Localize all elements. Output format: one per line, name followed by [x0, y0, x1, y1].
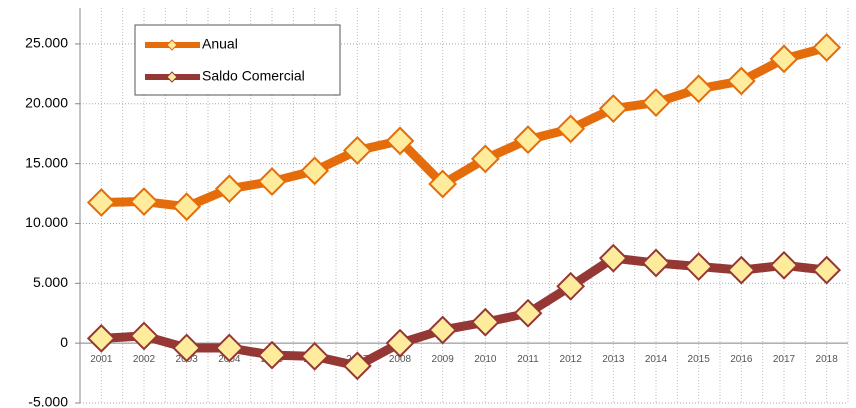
marker [428, 315, 458, 345]
marker [641, 248, 671, 278]
marker [86, 188, 116, 217]
marker [172, 333, 202, 363]
marker [556, 271, 586, 301]
marker [214, 174, 244, 204]
x-tick-label: 2002 [133, 354, 156, 365]
marker [428, 169, 458, 199]
marker [86, 323, 116, 353]
marker [214, 333, 244, 363]
y-tick-label: 15.000 [25, 154, 68, 170]
marker [598, 243, 628, 273]
marker [129, 321, 159, 351]
x-tick-label: 2014 [645, 354, 668, 365]
x-tick-label: 2018 [816, 354, 839, 365]
marker [470, 307, 500, 337]
marker [812, 255, 842, 285]
marker [556, 114, 586, 144]
y-tick-label: 25.000 [25, 35, 68, 51]
marker [684, 252, 714, 281]
x-tick-label: 2017 [773, 354, 796, 365]
marker [769, 250, 799, 280]
marker [726, 66, 756, 96]
x-tick-label: 2015 [688, 354, 711, 365]
marker [300, 156, 330, 186]
marker [385, 328, 415, 358]
marker [342, 136, 372, 165]
marker [342, 351, 372, 381]
y-tick-label: -5.000 [28, 394, 68, 408]
marker [641, 88, 671, 117]
marker [513, 298, 543, 328]
y-tick-label: 20.000 [25, 94, 68, 110]
marker [513, 125, 543, 155]
x-tick-label: 2001 [90, 354, 113, 365]
x-tick-label: 2012 [560, 354, 583, 365]
marker [598, 94, 628, 123]
marker [726, 255, 756, 285]
marker [769, 44, 799, 74]
legend-marker [166, 71, 178, 83]
marker [257, 340, 287, 370]
y-tick-label: 10.000 [25, 214, 68, 230]
x-tick-label: 2010 [474, 354, 497, 365]
y-tick-label: 5.000 [33, 274, 68, 290]
legend-box [134, 24, 341, 96]
x-tick-label: 2011 [517, 354, 539, 365]
x-tick-label: 2013 [602, 354, 625, 365]
x-tick-label: 2016 [730, 354, 753, 365]
marker [129, 187, 159, 216]
y-tick-label: 0 [60, 334, 68, 350]
x-tick-label: 2009 [432, 354, 455, 365]
series-line [101, 253, 828, 371]
marker [812, 33, 842, 62]
marker [470, 144, 500, 174]
legend-label: Anual [202, 36, 238, 52]
x-tick-label: 2008 [389, 354, 412, 365]
marker [172, 192, 202, 222]
marker [257, 167, 287, 196]
marker [300, 341, 330, 371]
legend-marker [166, 39, 178, 51]
marker [385, 126, 415, 156]
marker [684, 74, 714, 104]
legend-label: Saldo Comercial [202, 68, 305, 84]
